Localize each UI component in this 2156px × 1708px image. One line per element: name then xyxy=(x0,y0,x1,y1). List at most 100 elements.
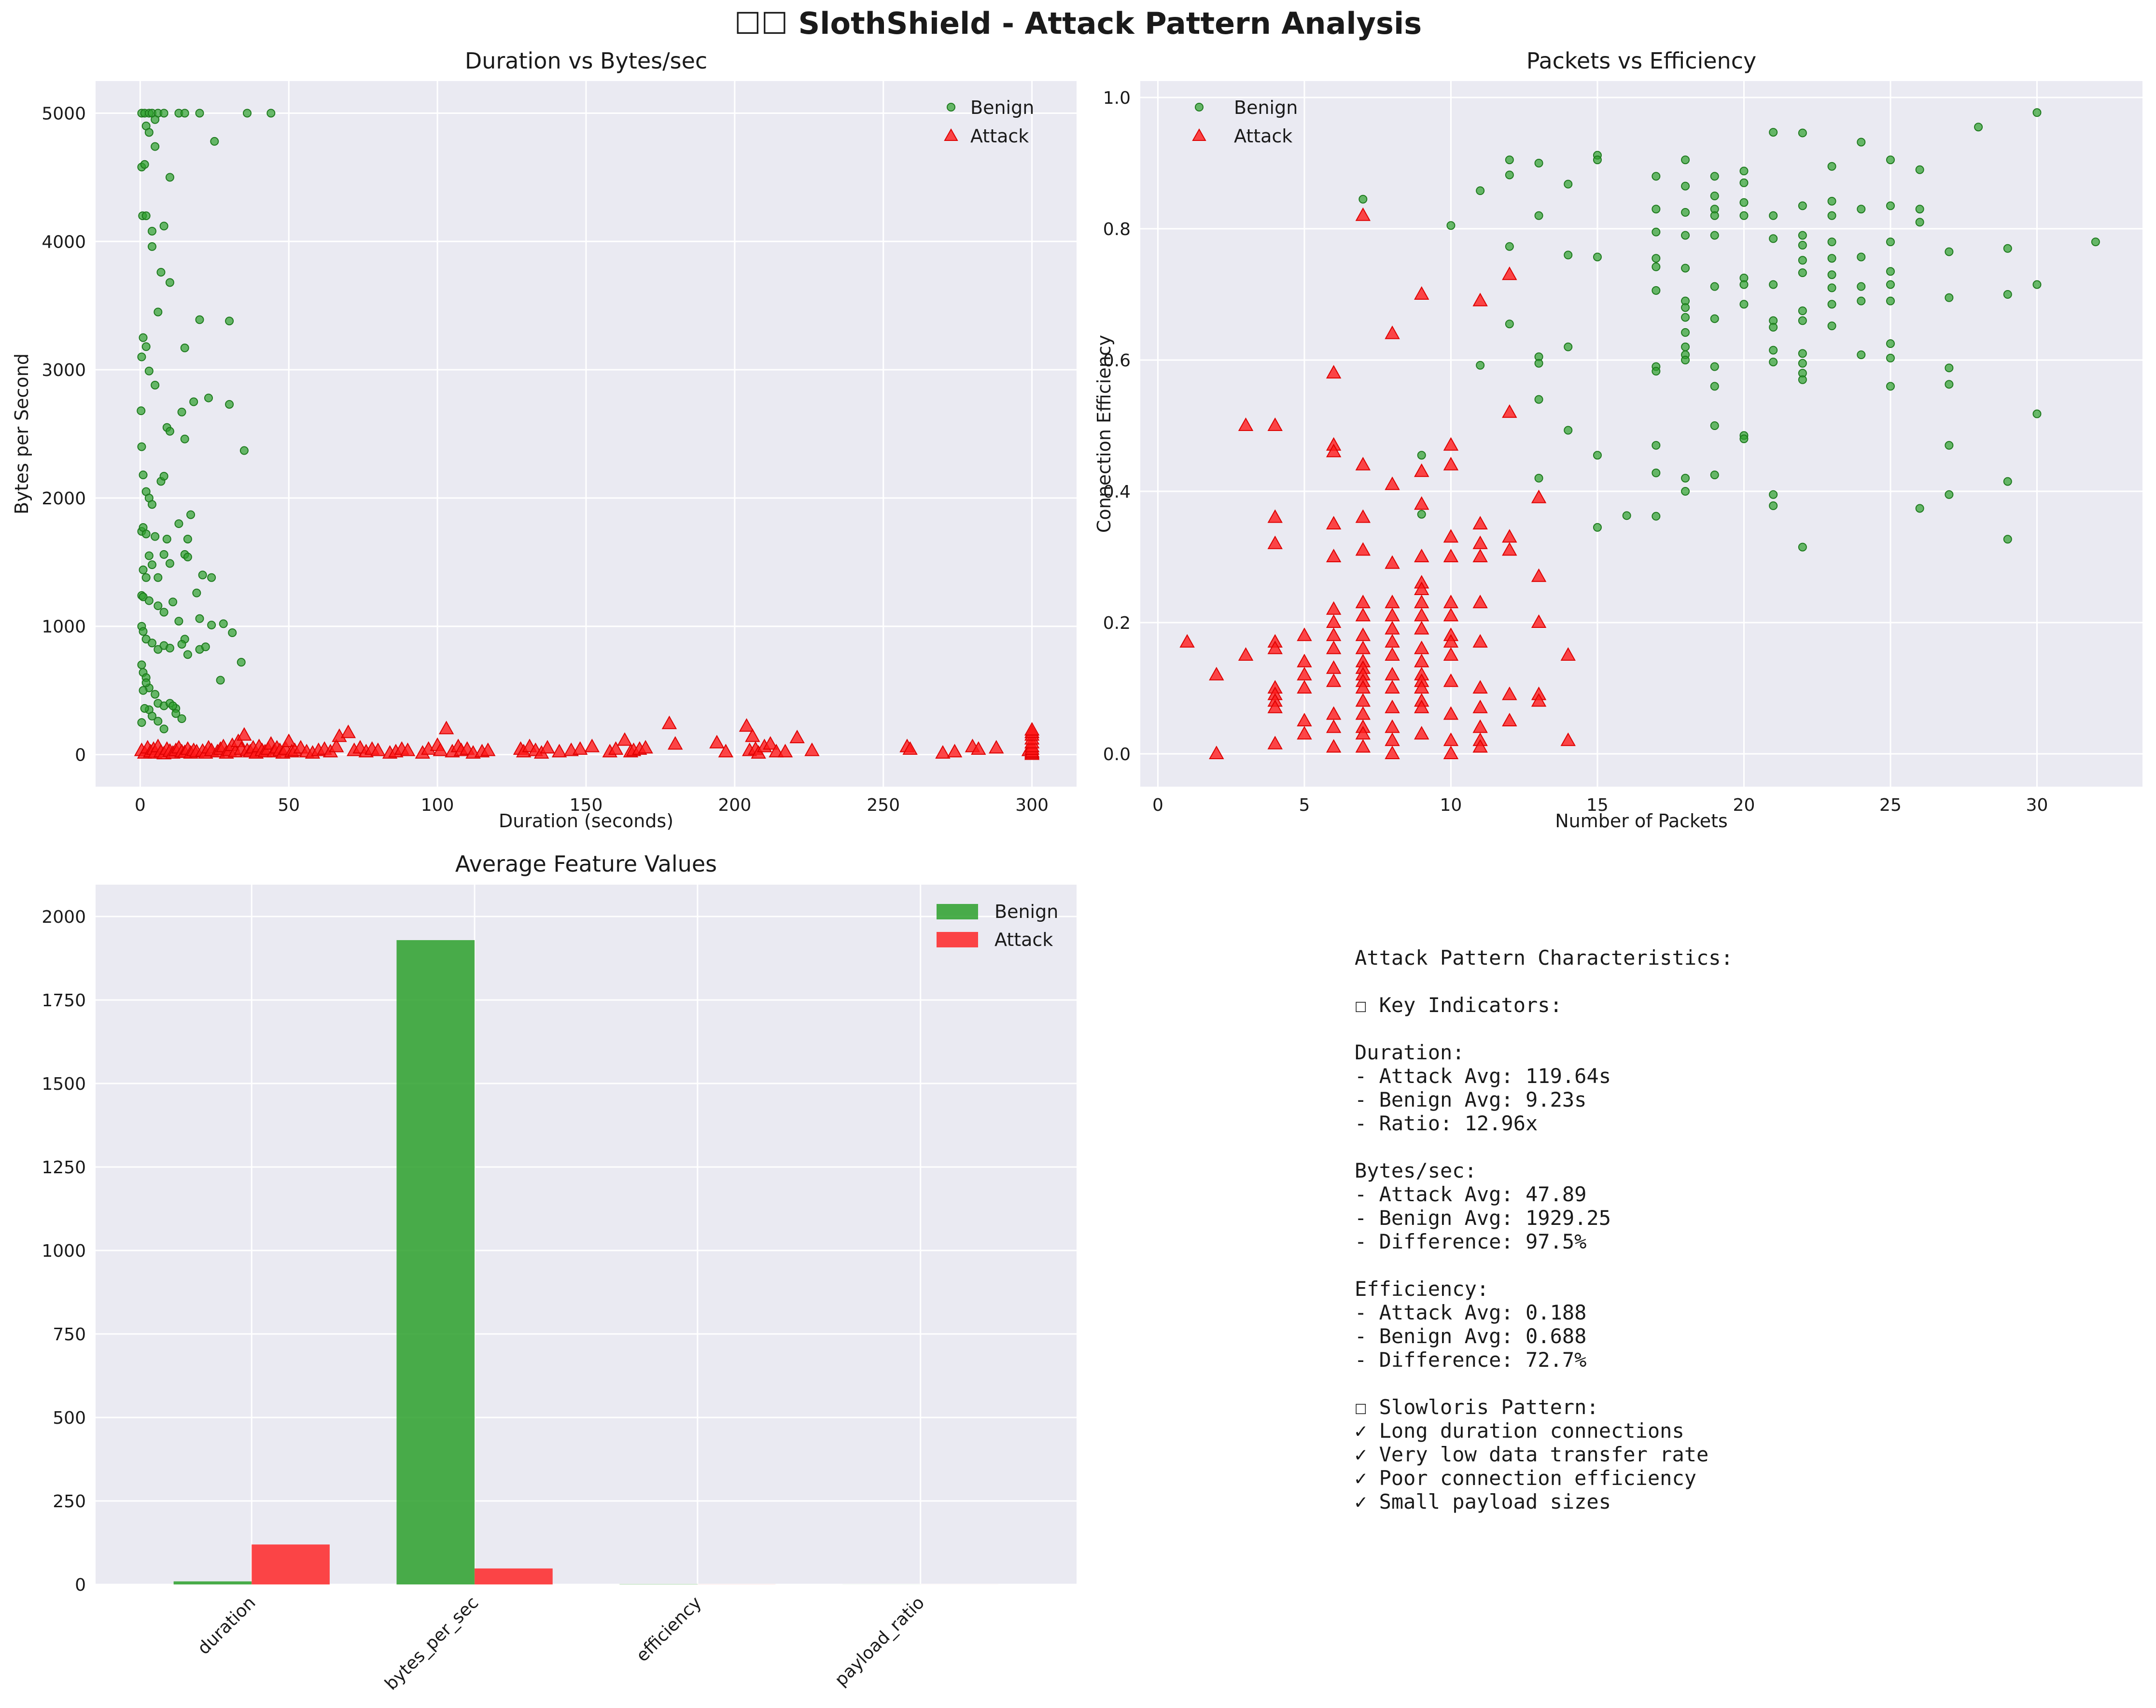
y-tick-label: 1000 xyxy=(42,617,86,637)
attack-point xyxy=(1355,706,1371,720)
attack-point xyxy=(1355,542,1371,556)
attack-point xyxy=(1385,667,1400,680)
attack-point xyxy=(1179,634,1195,648)
attack-point xyxy=(370,742,386,756)
benign-point xyxy=(1681,356,1690,364)
attack-point xyxy=(718,744,734,758)
benign-point xyxy=(1710,314,1719,323)
attack-point xyxy=(572,741,588,755)
attack-point xyxy=(1502,266,1517,280)
benign-point xyxy=(1564,426,1573,435)
benign-point xyxy=(1827,196,1836,206)
summary-line: - Difference: 97.5% xyxy=(1355,1230,1587,1253)
attack-point xyxy=(1209,745,1224,759)
benign-point xyxy=(1681,328,1690,337)
benign-point xyxy=(2003,535,2012,544)
data-marks xyxy=(134,109,1040,760)
attack-point xyxy=(1472,548,1488,562)
benign-point xyxy=(1446,221,1456,230)
attack-point xyxy=(1443,437,1459,451)
attack-point xyxy=(745,728,760,742)
benign-point xyxy=(2003,290,2012,299)
summary-line xyxy=(1355,1372,2079,1395)
attack-point xyxy=(1355,627,1371,641)
benign-point xyxy=(1798,241,1807,250)
attack-point xyxy=(1355,457,1371,471)
benign-point xyxy=(1417,451,1426,460)
benign-point xyxy=(171,709,181,718)
benign-point xyxy=(174,617,183,626)
benign-point xyxy=(180,343,189,352)
attack-point xyxy=(480,742,496,756)
legend: Benign Attack xyxy=(1192,97,1298,147)
attack-point xyxy=(1326,706,1342,720)
benign-point xyxy=(1769,234,1778,243)
attack-point xyxy=(1414,640,1429,654)
y-tick-label: 1750 xyxy=(42,991,86,1011)
benign-point xyxy=(1710,282,1719,291)
benign-point xyxy=(207,621,216,630)
benign-point xyxy=(1798,128,1807,138)
y-axis-label: Connection Efficiency xyxy=(1093,335,1115,533)
benign-point xyxy=(183,534,192,543)
attack-point xyxy=(1267,736,1283,750)
attack-point xyxy=(1326,739,1342,753)
benign-point xyxy=(154,645,163,654)
summary-line: - Ratio: 12.96x xyxy=(1355,1111,1538,1135)
benign-point xyxy=(154,307,163,317)
benign-point xyxy=(1827,211,1836,220)
benign-point xyxy=(2032,409,2042,418)
benign-point xyxy=(1564,342,1573,351)
benign-point xyxy=(137,442,146,451)
summary-line xyxy=(1355,1017,2079,1041)
attack-point xyxy=(661,715,677,729)
attack-point xyxy=(947,744,963,758)
benign-point xyxy=(1710,192,1719,200)
attack-point xyxy=(1267,509,1283,523)
attack-point xyxy=(1414,286,1429,300)
benign-point xyxy=(1652,172,1661,181)
benign-point xyxy=(1710,172,1719,181)
benign-point xyxy=(183,650,192,659)
attack-point xyxy=(1238,417,1254,431)
summary-line: Duration: xyxy=(1355,1041,1465,1064)
y-tick-label: 1.0 xyxy=(1103,88,1131,108)
y-tick-label: 0.2 xyxy=(1103,613,1131,633)
attack-point xyxy=(1414,463,1429,477)
benign-point xyxy=(1827,321,1836,331)
attack-point xyxy=(709,735,725,749)
summary-line: ☐ Key Indicators: xyxy=(1355,993,1562,1017)
attack-point xyxy=(668,736,683,750)
y-tick-label: 1500 xyxy=(42,1074,86,1094)
benign-point xyxy=(151,115,160,124)
attack-point xyxy=(1385,680,1400,694)
attack-point xyxy=(1355,640,1371,654)
benign-point xyxy=(1886,353,1895,362)
attack-point xyxy=(1385,555,1400,569)
benign-point xyxy=(1710,471,1719,479)
attack-point xyxy=(989,740,1004,754)
attack-bar xyxy=(252,1544,330,1584)
attack-point xyxy=(433,742,448,756)
benign-point xyxy=(1945,293,1954,302)
benign-point xyxy=(141,635,151,644)
benign-point xyxy=(195,614,204,623)
benign-point xyxy=(1827,283,1836,292)
benign-point xyxy=(147,500,156,509)
attack-point xyxy=(1502,686,1517,700)
y-axis-label: Bytes per Second xyxy=(11,353,32,514)
summary-line: - Attack Avg: 0.188 xyxy=(1355,1301,1587,1324)
benign-point xyxy=(165,278,174,287)
attack-point xyxy=(1385,325,1400,339)
y-tick-label: 2000 xyxy=(42,907,86,927)
benign-point xyxy=(1505,319,1514,329)
benign-point xyxy=(140,704,149,713)
benign-point xyxy=(141,573,151,582)
x-tick-label: 250 xyxy=(867,795,900,815)
benign-point xyxy=(198,570,207,580)
legend-attack-swatch xyxy=(937,932,978,947)
benign-point xyxy=(141,529,151,539)
benign-point xyxy=(1769,280,1778,289)
attack-point xyxy=(1443,608,1459,622)
benign-point xyxy=(1857,282,1866,291)
